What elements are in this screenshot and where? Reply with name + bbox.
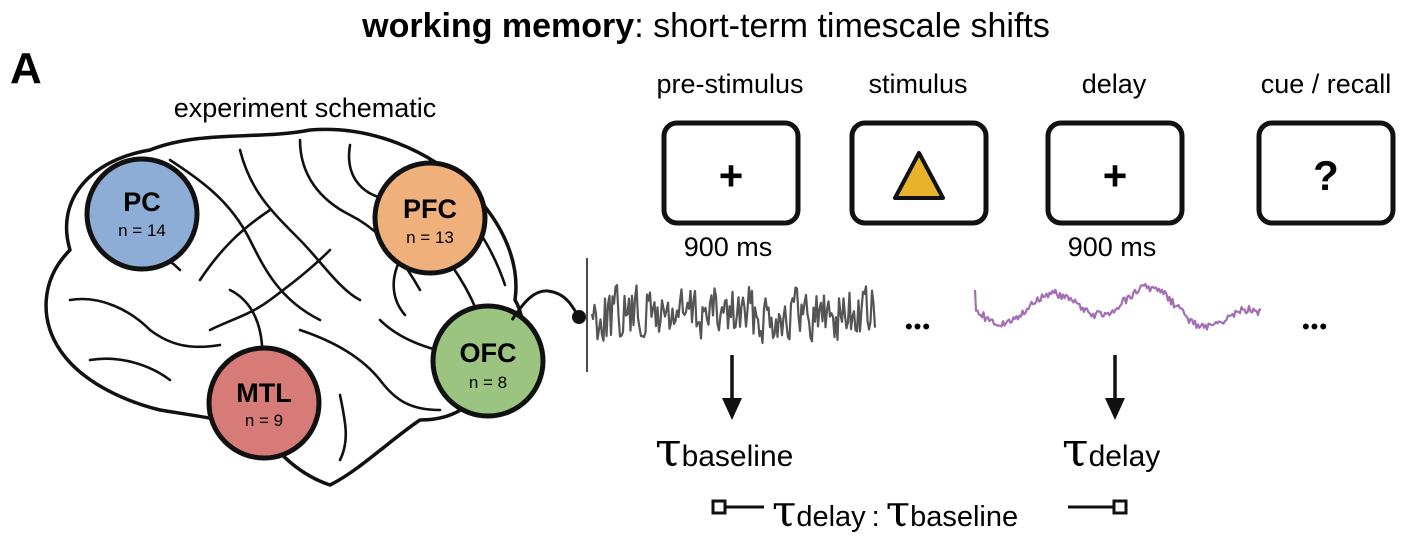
tau-symbol: τ — [1062, 422, 1089, 478]
tau-ratio-label: τdelay: τbaseline — [772, 487, 1018, 537]
electrode-lead — [510, 289, 580, 321]
tau-symbol: τ — [655, 422, 682, 478]
phase-label-cue-recall: cue / recall — [1260, 69, 1392, 99]
region-pc-circle — [84, 156, 200, 272]
title-bold: working memory — [362, 7, 635, 45]
region-pfc: PFC n = 13 — [372, 160, 488, 276]
tau-baseline-label: τbaseline — [655, 425, 793, 475]
panel-label: A — [10, 44, 42, 93]
phase-box-cue-recall — [1256, 120, 1396, 226]
region-ofc: OFC n = 8 — [430, 303, 546, 419]
triangle-icon — [893, 151, 945, 200]
duration-pre-stimulus: 900 ms — [683, 232, 773, 262]
ratio-bracket-left — [711, 499, 764, 515]
region-mtl-name: MTL — [236, 378, 291, 408]
region-mtl: MTL n = 9 — [206, 345, 322, 461]
phase-box-delay — [1045, 120, 1185, 226]
ratio-left-subscript: delay — [796, 501, 866, 533]
phase-symbol-pre-stimulus: + — [719, 152, 744, 199]
region-ofc-circle — [430, 303, 546, 419]
region-ofc-n: n = 8 — [469, 373, 507, 392]
duration-delay: 900 ms — [1067, 232, 1157, 262]
tau-symbol: τ — [885, 486, 911, 537]
phase-box-pre-stimulus — [661, 120, 801, 226]
arrow-to-tau-baseline — [722, 355, 742, 420]
ratio-colon: : — [871, 501, 880, 533]
arrow-to-tau-delay — [1105, 355, 1125, 420]
figure-title: working memory: short-term timescale shi… — [0, 6, 1412, 46]
region-pfc-name: PFC — [403, 194, 457, 224]
region-pfc-circle — [372, 160, 488, 276]
phase-symbol-cue-recall: ? — [1313, 152, 1339, 199]
schematic-label: experiment schematic — [173, 93, 437, 123]
title-rest: : short-term timescale shifts — [634, 7, 1050, 45]
region-pc-name: PC — [123, 187, 161, 217]
tau-delay-label: τdelay — [1062, 425, 1160, 475]
region-pc-n: n = 14 — [118, 221, 166, 240]
phase-label-pre-stimulus: pre-stimulus — [656, 69, 804, 99]
tau-symbol: τ — [772, 486, 797, 537]
ellipsis-after-baseline: ••• — [905, 314, 931, 339]
tau-baseline-subscript: baseline — [681, 440, 794, 473]
phase-symbol-delay: + — [1103, 152, 1128, 199]
region-pc: PC n = 14 — [84, 156, 200, 272]
tau-delay-subscript: delay — [1088, 440, 1161, 473]
region-mtl-circle — [206, 345, 322, 461]
electrode-tip — [572, 310, 586, 324]
ratio-right-subscript: baseline — [910, 501, 1019, 533]
phase-label-stimulus: stimulus — [868, 69, 968, 99]
region-ofc-name: OFC — [460, 338, 517, 368]
phase-label-delay: delay — [1081, 69, 1147, 99]
region-mtl-n: n = 9 — [245, 411, 283, 430]
region-pfc-n: n = 13 — [406, 228, 454, 247]
ellipsis-after-delay: ••• — [1302, 314, 1328, 339]
ratio-bracket-right — [1068, 499, 1128, 515]
signal-trace-delay — [973, 283, 1262, 331]
signal-trace-baseline — [590, 283, 877, 344]
